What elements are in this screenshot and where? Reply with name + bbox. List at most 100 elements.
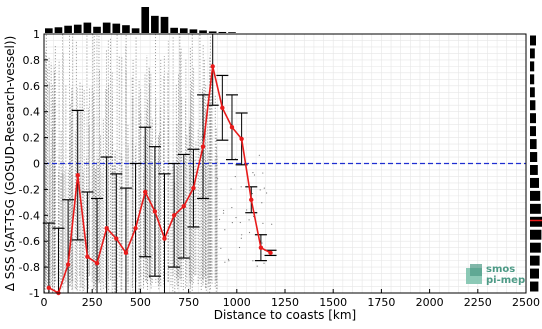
axis-ticks: 0 250 500 750 1000 1250 1500 1750 2000 2250 2500 -1… xyxy=(19,28,540,309)
scatter-point xyxy=(240,186,242,188)
histogram-bar xyxy=(530,177,539,188)
data-point xyxy=(162,236,167,241)
data-point xyxy=(123,250,129,256)
scatter-point xyxy=(252,260,254,262)
scatter-point xyxy=(235,216,237,219)
data-point xyxy=(239,136,244,142)
histogram-bar xyxy=(530,35,536,46)
y-tick-label: -1 xyxy=(29,287,40,300)
x-tick-label: 2000 xyxy=(416,296,444,309)
histogram-bar xyxy=(102,22,111,33)
y-tick-label: 0.6 xyxy=(23,80,41,93)
data-point xyxy=(191,185,196,191)
y-tick-label: -0.6 xyxy=(19,235,40,248)
scatter-point xyxy=(227,258,230,260)
scatter-point xyxy=(222,212,225,214)
x-tick-label: 1750 xyxy=(367,296,395,309)
histogram-bar xyxy=(530,190,541,201)
scatter-point xyxy=(234,175,236,178)
x-tick-label: 1000 xyxy=(223,296,251,309)
x-axis-label: Distance to coasts [km] xyxy=(214,308,356,322)
data-point xyxy=(200,144,206,149)
histogram-bar xyxy=(131,28,140,33)
histogram-bar xyxy=(530,242,541,253)
histogram-bar xyxy=(530,139,537,150)
x-tick-label: 2250 xyxy=(464,296,492,309)
histogram-bar xyxy=(530,100,536,111)
histogram-bar xyxy=(530,203,541,214)
scatter-point xyxy=(265,192,268,194)
data-point xyxy=(210,64,215,69)
histogram-bar xyxy=(228,32,236,33)
data-point xyxy=(229,125,235,130)
data-point xyxy=(249,197,254,202)
histogram-bar xyxy=(112,23,121,33)
histogram-bar xyxy=(189,29,198,33)
x-tick-label: 750 xyxy=(178,296,199,309)
histogram-bar xyxy=(199,30,207,33)
histogram-bar xyxy=(530,113,536,124)
histogram-bar xyxy=(530,74,535,85)
data-point xyxy=(171,213,177,218)
data-point xyxy=(220,105,225,111)
x-tick-label: 0 xyxy=(41,296,48,309)
x-tick-label: 500 xyxy=(130,296,151,309)
histogram-bar xyxy=(45,28,53,33)
scatter-points xyxy=(43,34,273,293)
scatter-point xyxy=(262,222,264,224)
histogram-bar xyxy=(141,7,150,33)
histogram-bar xyxy=(530,61,535,72)
top-histogram xyxy=(45,7,236,33)
y-tick-label: 1 xyxy=(33,28,40,41)
x-tick-label: 2500 xyxy=(512,296,540,309)
logo-text-line2: pi-mep xyxy=(486,275,525,286)
histogram-bar xyxy=(530,268,539,279)
scatter-point xyxy=(222,209,225,212)
x-tick-label: 1250 xyxy=(271,296,299,309)
histogram-bar xyxy=(530,281,539,292)
scatter-point xyxy=(248,231,251,234)
scatter-point xyxy=(228,260,230,262)
data-point xyxy=(46,285,52,291)
scatter-point xyxy=(241,234,243,236)
histogram-bar xyxy=(54,27,63,33)
histogram-bar xyxy=(530,216,542,227)
histogram-bar xyxy=(151,15,159,33)
data-point xyxy=(65,262,71,267)
histogram-bar xyxy=(208,31,217,33)
scatter-point xyxy=(263,187,265,189)
scatter-point xyxy=(216,178,219,180)
data-point xyxy=(114,236,119,241)
scatter-point xyxy=(256,265,258,267)
y-tick-label: -0.8 xyxy=(19,261,40,274)
logo-mark xyxy=(470,264,482,276)
histogram-bar xyxy=(218,31,227,33)
scatter-point xyxy=(248,219,250,221)
histogram-bar xyxy=(160,16,169,33)
scatter-point xyxy=(224,229,226,231)
series-path xyxy=(48,66,271,295)
histogram-bar xyxy=(170,27,178,33)
x-tick-label: 250 xyxy=(82,296,103,309)
histogram-bar xyxy=(530,152,538,162)
series-line xyxy=(46,64,273,296)
data-point xyxy=(152,209,158,214)
histogram-bar xyxy=(530,87,535,98)
scatter-point xyxy=(230,188,232,190)
scatter-point xyxy=(238,246,241,249)
data-point xyxy=(133,226,138,231)
histogram-bar xyxy=(530,48,535,59)
scatter-point xyxy=(231,221,233,224)
histogram-bar xyxy=(122,25,130,33)
histogram-bar xyxy=(73,24,82,33)
y-tick-label: 0.2 xyxy=(23,132,41,145)
y-tick-label: -0.4 xyxy=(19,209,40,222)
scatter-point xyxy=(258,154,260,156)
data-point xyxy=(143,189,148,195)
right-histogram xyxy=(530,35,542,292)
y-tick-label: 0.8 xyxy=(23,54,41,67)
x-tick-label: 1500 xyxy=(319,296,347,309)
y-tick-label: -0.2 xyxy=(19,183,40,196)
